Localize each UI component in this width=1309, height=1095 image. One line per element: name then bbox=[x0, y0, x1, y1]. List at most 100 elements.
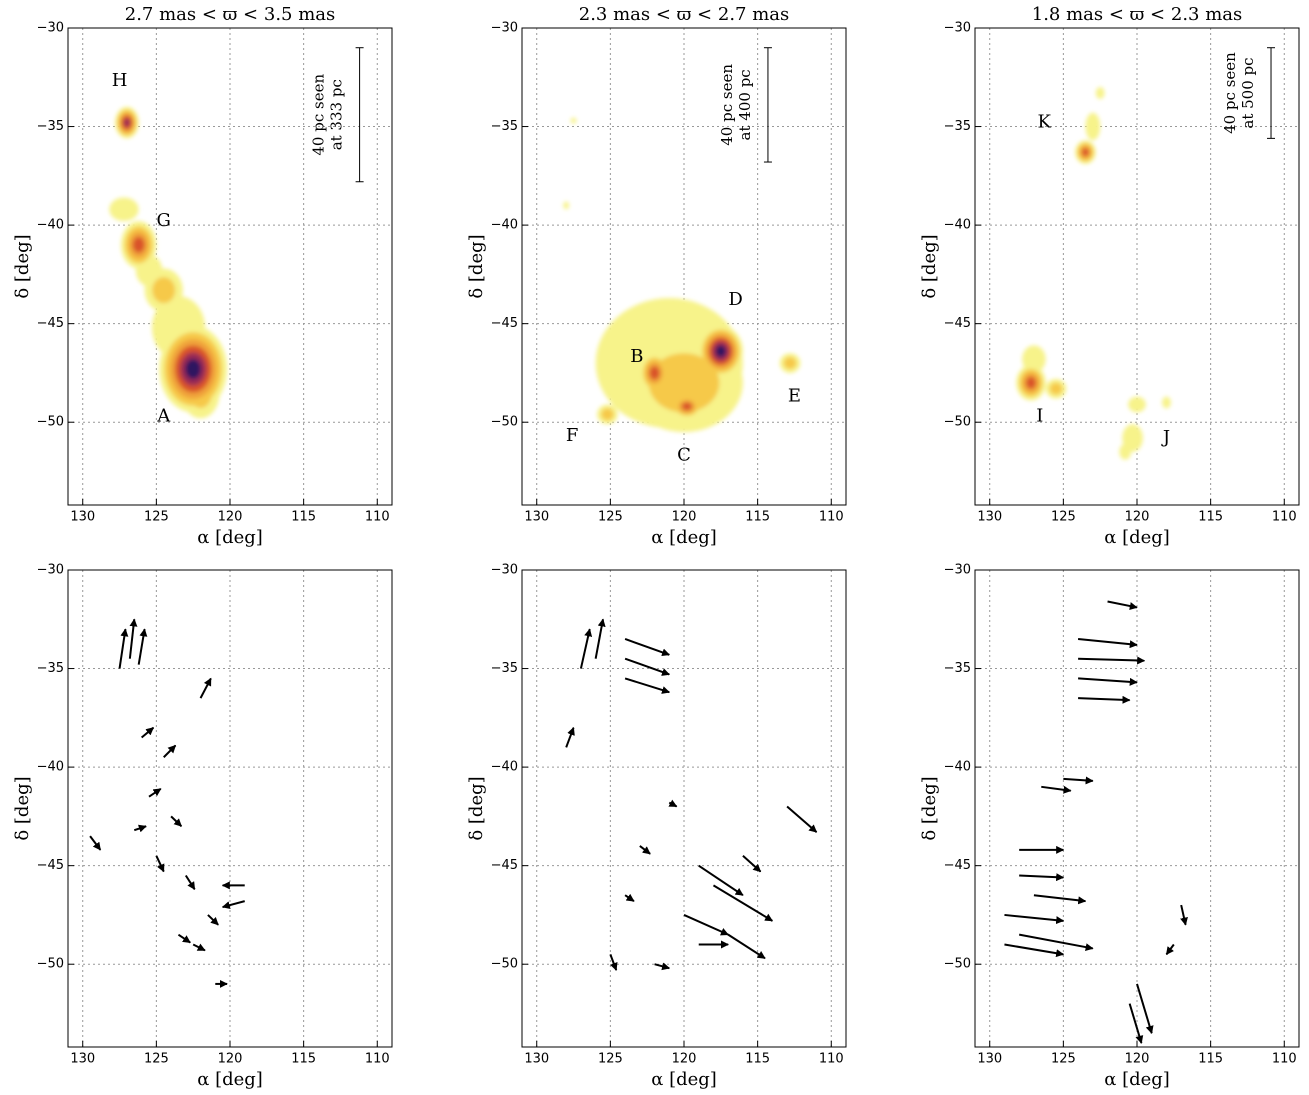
cluster-label: I bbox=[1036, 405, 1043, 426]
proper-motion-arrow bbox=[579, 628, 593, 669]
density-contour bbox=[135, 254, 163, 287]
x-tick-label: 110 bbox=[1272, 1052, 1297, 1067]
panel: 130 125 120 115 110 −30 −35 −40 −45 −50 α [deg] δ [… bbox=[12, 563, 393, 1090]
x-tick-label: 130 bbox=[70, 510, 95, 525]
x-axis-label: α [deg] bbox=[1104, 527, 1170, 548]
y-axis-label: δ [deg] bbox=[12, 776, 33, 840]
proper-motion-arrow bbox=[1018, 933, 1094, 952]
density-contour bbox=[1162, 396, 1171, 409]
proper-motion-arrow bbox=[1078, 677, 1138, 686]
plot-area bbox=[522, 28, 846, 505]
density-contour bbox=[649, 366, 660, 380]
scale-label: 40 pc seen bbox=[1221, 52, 1239, 134]
y-tick-label: −30 bbox=[491, 563, 518, 578]
proper-motion-arrow bbox=[177, 933, 191, 944]
panel-title: 1.8 mas < ϖ < 2.3 mas bbox=[1032, 4, 1243, 25]
proper-motion-arrow bbox=[148, 787, 162, 798]
proper-motion-arrow bbox=[668, 799, 678, 808]
y-tick-label: −35 bbox=[491, 119, 518, 134]
density-layer bbox=[1016, 87, 1171, 460]
panel: 130 125 120 115 110 −30 −35 −40 −45 −50 D B E F C 40 pc… bbox=[466, 4, 847, 548]
x-tick-label: 110 bbox=[1272, 510, 1297, 525]
proper-motion-arrow bbox=[1004, 913, 1065, 925]
proper-motion-arrow bbox=[654, 962, 671, 971]
panel: 130 125 120 115 110 −30 −35 −40 −45 −50 H G A 40 pc s… bbox=[12, 4, 393, 548]
x-tick-label: 125 bbox=[1051, 510, 1076, 525]
y-tick-label: −50 bbox=[944, 415, 971, 430]
x-axis-label: α [deg] bbox=[1104, 1069, 1170, 1090]
proper-motion-arrow bbox=[609, 954, 618, 971]
proper-motion-arrow bbox=[624, 657, 671, 676]
density-contour bbox=[570, 117, 577, 124]
scale-label: 40 pc seen bbox=[310, 74, 328, 156]
x-tick-label: 120 bbox=[672, 510, 697, 525]
proper-motion-arrow bbox=[1165, 943, 1175, 956]
panel-title: 2.3 mas < ϖ < 2.7 mas bbox=[579, 4, 790, 25]
panel-title: 2.7 mas < ϖ < 3.5 mas bbox=[125, 4, 336, 25]
cluster-label: K bbox=[1037, 112, 1051, 133]
density-contour bbox=[1022, 345, 1046, 373]
proper-motion-arrow bbox=[1033, 894, 1087, 905]
y-tick-label: −35 bbox=[37, 661, 64, 676]
plot-area bbox=[68, 570, 392, 1047]
cluster-label: B bbox=[630, 346, 643, 367]
x-tick-label: 115 bbox=[745, 1052, 770, 1067]
x-axis-label: α [deg] bbox=[651, 1069, 717, 1090]
density-contour bbox=[152, 277, 176, 304]
x-tick-label: 125 bbox=[144, 1052, 169, 1067]
axes-frame bbox=[67, 569, 393, 1048]
proper-motion-arrow bbox=[184, 874, 196, 890]
proper-motion-arrow bbox=[1019, 873, 1065, 882]
density-contour bbox=[1095, 87, 1105, 99]
proper-motion-arrow bbox=[192, 943, 206, 952]
y-tick-label: −30 bbox=[37, 21, 64, 36]
x-tick-label: 125 bbox=[1051, 1052, 1076, 1067]
y-tick-label: −40 bbox=[491, 218, 518, 233]
proper-motion-arrow bbox=[199, 677, 212, 699]
x-tick-label: 115 bbox=[1198, 510, 1223, 525]
scale-label: 40 pc seen bbox=[718, 64, 736, 146]
density-contour bbox=[715, 345, 726, 358]
y-tick-label: −50 bbox=[37, 957, 64, 972]
cluster-label: C bbox=[677, 445, 691, 466]
y-tick-label: −45 bbox=[37, 316, 64, 331]
x-tick-label: 130 bbox=[977, 1052, 1002, 1067]
y-tick-label: −40 bbox=[491, 760, 518, 775]
axes-frame bbox=[974, 27, 1300, 506]
y-tick-label: −35 bbox=[944, 119, 971, 134]
y-tick-label: −40 bbox=[944, 760, 971, 775]
density-contour bbox=[109, 197, 139, 222]
density-contour bbox=[563, 201, 570, 210]
y-tick-label: −35 bbox=[37, 119, 64, 134]
x-tick-label: 110 bbox=[365, 1052, 390, 1067]
density-layer bbox=[563, 117, 801, 433]
proper-motion-arrow bbox=[1078, 656, 1146, 665]
proper-motion-arrow bbox=[140, 726, 155, 739]
density-contour bbox=[185, 358, 201, 380]
proper-motion-arrow bbox=[137, 628, 148, 665]
proper-motion-arrow bbox=[639, 845, 651, 855]
x-tick-label: 125 bbox=[598, 510, 623, 525]
x-axis-label: α [deg] bbox=[197, 1069, 263, 1090]
axes-frame bbox=[974, 569, 1300, 1048]
proper-motion-arrow bbox=[221, 900, 245, 910]
density-layer bbox=[109, 106, 228, 419]
proper-motion-arrow bbox=[118, 628, 129, 669]
x-tick-label: 125 bbox=[598, 1052, 623, 1067]
density-contour bbox=[682, 402, 692, 411]
x-tick-label: 115 bbox=[291, 510, 316, 525]
y-axis-label: δ [deg] bbox=[919, 234, 940, 298]
proper-motion-arrow bbox=[624, 677, 671, 694]
proper-motion-arrow bbox=[1041, 785, 1072, 794]
x-tick-label: 120 bbox=[218, 510, 243, 525]
y-axis-label: δ [deg] bbox=[466, 234, 487, 298]
cluster-label: G bbox=[157, 210, 171, 231]
y-tick-label: −35 bbox=[944, 661, 971, 676]
y-tick-label: −45 bbox=[491, 858, 518, 873]
axes-frame bbox=[67, 27, 393, 506]
x-tick-label: 115 bbox=[745, 510, 770, 525]
density-contour bbox=[601, 408, 614, 421]
x-tick-label: 120 bbox=[1125, 510, 1150, 525]
proper-motion-arrow bbox=[624, 638, 671, 657]
density-contour bbox=[648, 353, 720, 413]
